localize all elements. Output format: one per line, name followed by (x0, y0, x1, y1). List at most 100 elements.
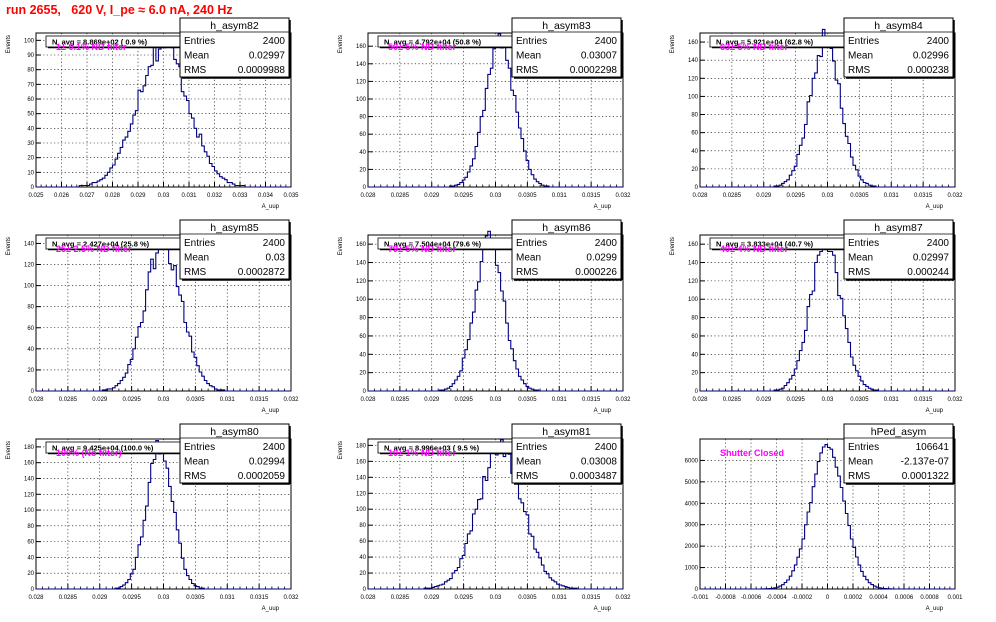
x-tick-label: 0.032 (207, 193, 223, 199)
x-tick-label: 0.035 (283, 193, 299, 199)
y-tick-label: 120 (688, 279, 699, 285)
stats-key-entries: Entries (184, 442, 215, 453)
y-tick-label: 140 (688, 261, 699, 267)
stats-value-rms: 0.000226 (575, 267, 617, 278)
x-tick-label: 0.029 (756, 397, 772, 403)
x-tick-label: 0.0305 (518, 595, 537, 601)
y-tick-label: 80 (359, 316, 366, 322)
x-tick-label: 0.0295 (786, 397, 805, 403)
navg-label: N_avg = 8.869e+02 ( 0.9 %) (52, 38, 148, 47)
x-tick-label: 0.0004 (869, 595, 888, 601)
histogram-pad-h_asym81: 0.028 0.0285 0.029 0.0295 0.03 0.0305 0.031 0.0… (338, 423, 631, 612)
x-tick-label: 0.031 (884, 193, 900, 199)
x-tick-label: 0.0305 (186, 595, 205, 601)
y-tick-label: 120 (356, 279, 367, 285)
stats-box (843, 423, 954, 484)
y-tick-label: 20 (691, 167, 698, 173)
x-axis-label: A_uup (262, 204, 280, 210)
y-tick-label: 40 (359, 150, 366, 156)
stats-key-rms: RMS (184, 267, 207, 278)
stats-key-entries: Entries (848, 442, 879, 453)
x-tick-label: 0.03 (490, 595, 502, 601)
x-tick-label: 0.031 (552, 193, 568, 199)
stats-key-mean: Mean (184, 51, 209, 62)
x-tick-label: 0.025 (28, 193, 44, 199)
x-tick-label: 0.0305 (850, 193, 869, 199)
x-tick-label: 0.028 (360, 397, 376, 403)
x-tick-label: 0.0006 (895, 595, 914, 601)
stats-value-mean: 0.0299 (586, 253, 617, 264)
x-tick-label: 0.029 (92, 595, 108, 601)
y-tick-label: 5000 (685, 480, 699, 486)
x-tick-label: 0.028 (105, 193, 121, 199)
stats-value-rms: 0.0001322 (902, 471, 950, 482)
y-tick-label: 40 (27, 126, 34, 132)
x-tick-label: 0.0315 (250, 595, 269, 601)
stats-value-entries: 2400 (263, 442, 286, 453)
y-tick-label: 100 (24, 38, 35, 44)
x-tick-label: 0.0285 (391, 397, 410, 403)
stats-value-entries: 2400 (927, 36, 950, 47)
histogram-pad-h_asym85: 0.028 0.0285 0.029 0.0295 0.03 0.0305 0.031 0.0… (6, 219, 299, 414)
x-tick-label: -0.0008 (715, 595, 736, 601)
stats-key-rms: RMS (184, 471, 207, 482)
y-tick-label: 20 (359, 371, 366, 377)
x-tick-label: 0.0295 (454, 595, 473, 601)
y-tick-label: 60 (691, 334, 698, 340)
stats-value-entries: 2400 (595, 36, 618, 47)
navg-label: N_avg = 5.921e+04 (62.8 %) (716, 38, 814, 47)
x-tick-label: 0.027 (79, 193, 95, 199)
x-tick-label: 0.0295 (786, 193, 805, 199)
x-tick-label: 0.029 (756, 193, 772, 199)
stats-box (511, 17, 622, 78)
y-tick-label: 140 (24, 241, 35, 247)
x-tick-label: 0.029 (424, 595, 440, 601)
y-axis-label: Events (6, 237, 12, 255)
y-tick-label: 80 (359, 523, 366, 529)
y-tick-label: 0 (695, 389, 699, 395)
x-tick-label: -0.0002 (792, 595, 813, 601)
x-tick-label: 0.031 (220, 595, 236, 601)
page-title: run 2655, 620 V, I_pe ≈ 6.0 nA, 240 Hz (6, 3, 233, 17)
navg-label: N_avg = 2.427e+04 (25.8 %) (52, 240, 150, 249)
y-tick-label: 80 (691, 316, 698, 322)
y-tick-label: 40 (27, 347, 34, 353)
y-tick-label: 100 (24, 508, 35, 514)
y-tick-label: 60 (27, 326, 34, 332)
x-tick-label: 0.03 (158, 397, 170, 403)
x-tick-label: 0.031 (552, 397, 568, 403)
x-tick-label: 0.0285 (391, 193, 410, 199)
x-tick-label: 0.03 (158, 193, 170, 199)
y-axis-label: Events (338, 35, 344, 53)
x-tick-label: 0.031 (884, 397, 900, 403)
y-tick-label: 0 (695, 185, 699, 191)
x-tick-label: 0.0285 (59, 595, 78, 601)
histogram-name: h_asym87 (874, 222, 923, 234)
stats-key-rms: RMS (516, 267, 539, 278)
y-tick-label: 100 (356, 97, 367, 103)
stats-value-entries: 2400 (595, 442, 618, 453)
x-tick-label: 0.0305 (850, 397, 869, 403)
y-tick-label: 140 (24, 476, 35, 482)
histogram-name: h_asym81 (542, 426, 591, 438)
stats-value-mean: 0.03007 (581, 51, 618, 62)
stats-key-rms: RMS (848, 65, 871, 76)
stats-key-entries: Entries (516, 36, 547, 47)
histogram-name: hPed_asym (871, 426, 927, 438)
x-tick-label: 0 (826, 595, 830, 601)
stats-key-rms: RMS (184, 65, 207, 76)
stats-box (511, 423, 622, 484)
navg-label: N_avg = 4.792e+04 (50.8 %) (384, 38, 482, 47)
x-tick-label: 0.0008 (920, 595, 939, 601)
stats-box (843, 17, 954, 78)
x-tick-label: 0.032 (615, 397, 631, 403)
x-tick-label: 0.0315 (250, 397, 269, 403)
y-tick-label: 20 (359, 571, 366, 577)
y-tick-label: 20 (27, 156, 34, 162)
histogram-name: h_asym86 (542, 222, 591, 234)
y-tick-label: 1000 (685, 566, 699, 572)
y-tick-label: 40 (691, 352, 698, 358)
histogram-name: h_asym85 (210, 222, 259, 234)
stats-key-mean: Mean (516, 51, 541, 62)
stats-box (179, 17, 290, 78)
